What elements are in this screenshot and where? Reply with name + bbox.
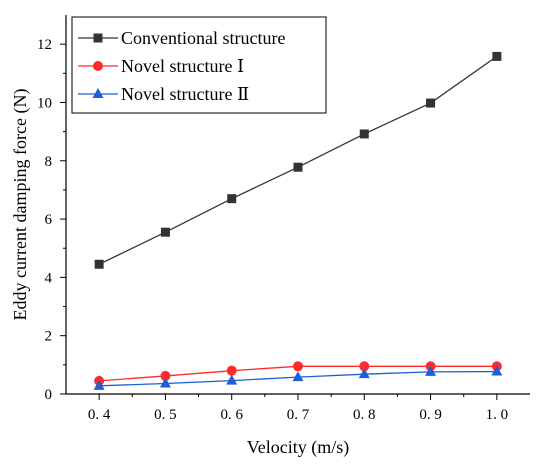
y-ticks: 0 2 4 6 8 10 12 bbox=[37, 37, 66, 403]
data-point bbox=[426, 98, 436, 108]
legend-marker bbox=[92, 88, 104, 98]
y-axis-title: Eddy current damping force (N) bbox=[10, 89, 31, 321]
legend-box bbox=[71, 16, 327, 114]
data-point bbox=[491, 365, 503, 376]
data-point bbox=[292, 371, 304, 382]
data-point bbox=[425, 365, 437, 376]
data-point bbox=[93, 379, 105, 390]
legend-marker bbox=[93, 61, 103, 71]
data-point bbox=[226, 374, 238, 385]
data-point bbox=[293, 162, 303, 172]
data-point bbox=[359, 129, 369, 139]
x-tick-label: 0. 6 bbox=[220, 407, 243, 423]
legend-marker bbox=[93, 33, 103, 43]
x-tick-label: 1. 0 bbox=[486, 407, 509, 423]
data-point bbox=[94, 259, 104, 269]
legend-item: Novel structure Ⅰ bbox=[78, 56, 244, 76]
y-tick-label: 10 bbox=[37, 95, 52, 111]
x-tick-label: 0. 5 bbox=[154, 407, 177, 423]
x-tick-label: 0. 7 bbox=[287, 407, 310, 423]
data-point bbox=[160, 227, 170, 237]
data-point bbox=[160, 370, 171, 381]
data-point bbox=[293, 361, 303, 372]
x-axis-title: Velocity (m/s) bbox=[247, 437, 349, 458]
x-tick-label: 0. 8 bbox=[353, 407, 376, 423]
series-layer bbox=[93, 51, 503, 390]
x-ticks: 0. 4 0. 5 0. 6 0. 7 0. 8 0. 9 1. 0 bbox=[88, 394, 508, 423]
x-tick-label: 0. 9 bbox=[419, 407, 442, 423]
legend-label: Novel structure Ⅱ bbox=[121, 84, 249, 104]
series-1 bbox=[94, 51, 502, 269]
y-tick-label: 8 bbox=[45, 154, 53, 170]
series-2 bbox=[94, 361, 502, 386]
y-tick-label: 0 bbox=[45, 387, 53, 403]
legend-label: Novel structure Ⅰ bbox=[121, 56, 244, 76]
data-point bbox=[226, 365, 237, 376]
legend: Conventional structure Novel structure Ⅰ N… bbox=[71, 16, 327, 114]
data-point bbox=[358, 368, 370, 379]
data-point bbox=[359, 361, 370, 372]
plot-area: 0. 4 0. 5 0. 6 0. 7 0. 8 0. 9 1. 0 0 2 4 6 8 10 12 bbox=[37, 15, 530, 423]
data-point bbox=[227, 194, 237, 204]
x-tick-label: 0. 4 bbox=[88, 407, 111, 423]
y-tick-label: 4 bbox=[45, 270, 53, 286]
series-3 bbox=[93, 365, 503, 390]
legend-label: Conventional structure bbox=[121, 28, 285, 48]
legend-item: Novel structure Ⅱ bbox=[78, 84, 249, 104]
data-point bbox=[492, 51, 502, 61]
y-tick-label: 12 bbox=[37, 37, 52, 53]
y-tick-label: 2 bbox=[45, 329, 53, 345]
legend-item: Conventional structure bbox=[78, 28, 285, 48]
y-tick-label: 6 bbox=[45, 212, 53, 228]
data-point bbox=[159, 377, 171, 388]
